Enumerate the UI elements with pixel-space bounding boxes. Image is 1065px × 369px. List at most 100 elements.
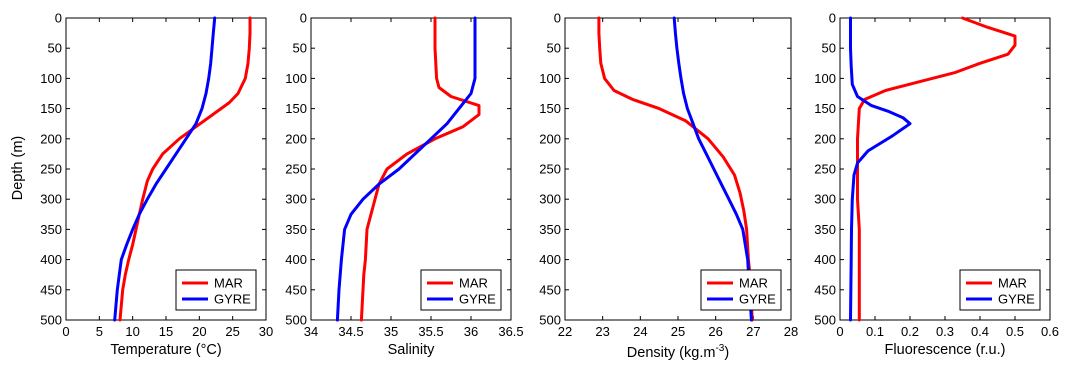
legend-box [175,269,257,311]
y-tick-label: 200 [814,131,836,146]
y-tick-label: 400 [814,252,836,267]
series-line-mar [359,16,481,322]
x-tick-label: 10 [125,324,139,339]
series-line-gyre [113,16,217,322]
y-tick-label: 300 [285,192,307,207]
y-tick-label: 250 [539,162,561,177]
y-tick-label: 300 [40,192,62,207]
x-tick-label: 34 [304,324,318,339]
y-tick-label: 500 [285,313,307,328]
legend-label-mar: MAR [998,276,1027,291]
legend-label-mar: MAR [214,276,243,291]
legend-label-mar: MAR [459,276,488,291]
x-tick-label: 25 [225,324,239,339]
x-tick-label: 34.5 [338,324,363,339]
y-tick-label: 50 [547,41,561,56]
x-axis-label: Density (kg.m-3) [627,343,729,361]
y-tick-label: 350 [285,222,307,237]
y-tick-label: 350 [814,222,836,237]
y-tick-label: 300 [814,192,836,207]
y-tick-label: 150 [814,101,836,116]
x-axis-label: Temperature (°C) [110,342,221,358]
y-tick-label: 100 [814,71,836,86]
y-tick-label: 250 [40,162,62,177]
legend-box [700,269,782,311]
x-tick-label: 25 [671,324,685,339]
y-tick-label: 200 [539,131,561,146]
x-tick-label: 27 [746,324,760,339]
x-tick-label: 0.3 [936,324,954,339]
y-tick-label: 500 [40,313,62,328]
x-tick-label: 20 [192,324,206,339]
x-tick-label: 30 [259,324,273,339]
x-tick-label: 35 [384,324,398,339]
x-tick-label: 0.1 [866,324,884,339]
series-line-mar [118,16,252,322]
y-tick-label: 200 [285,131,307,146]
x-tick-label: 15 [159,324,173,339]
x-tick-label: 0 [836,324,843,339]
x-tick-label: 36.5 [498,324,523,339]
legend-label-gyre: GYRE [214,292,251,307]
x-tick-label: 0.4 [971,324,989,339]
x-tick-label: 0 [62,324,69,339]
legend-box [959,269,1041,311]
y-tick-label: 50 [822,41,836,56]
x-tick-label: 0.5 [1006,324,1024,339]
x-tick-label: 0.6 [1041,324,1059,339]
x-tick-label: 22 [558,324,572,339]
y-tick-label: 50 [293,41,307,56]
y-tick-label: 450 [539,282,561,297]
legend-box [420,269,502,311]
x-tick-label: 0.2 [901,324,919,339]
y-tick-label: 200 [40,131,62,146]
y-tick-label: 150 [40,101,62,116]
x-tick-label: 5 [96,324,103,339]
legend-label-gyre: GYRE [459,292,496,307]
y-tick-label: 100 [285,71,307,86]
x-axis-label: Salinity [388,342,435,358]
y-tick-label: 350 [539,222,561,237]
x-tick-label: 36 [464,324,478,339]
x-tick-label: 35.5 [418,324,443,339]
y-tick-label: 500 [814,313,836,328]
x-tick-label: 26 [708,324,722,339]
y-tick-label: 0 [55,11,62,26]
x-tick-label: 24 [633,324,647,339]
y-tick-label: 400 [539,252,561,267]
y-tick-label: 400 [40,252,62,267]
y-tick-label: 150 [285,101,307,116]
legend-label-gyre: GYRE [739,292,776,307]
y-tick-label: 250 [285,162,307,177]
y-tick-label: 0 [554,11,561,26]
y-tick-label: 100 [40,71,62,86]
y-tick-label: 0 [829,11,836,26]
y-tick-label: 150 [539,101,561,116]
series-line-mar [856,16,1017,322]
series-line-gyre [335,16,477,322]
legend-label-gyre: GYRE [998,292,1035,307]
y-axis-label: Depth (m) [10,136,26,200]
y-tick-label: 0 [300,11,307,26]
x-tick-label: 28 [784,324,798,339]
y-tick-label: 100 [539,71,561,86]
y-tick-label: 500 [539,313,561,328]
y-tick-label: 450 [814,282,836,297]
series-line-gyre [672,16,753,322]
x-tick-label: 23 [595,324,609,339]
y-tick-label: 250 [814,162,836,177]
y-tick-label: 50 [48,41,62,56]
y-tick-label: 300 [539,192,561,207]
y-tick-label: 450 [285,282,307,297]
legend-label-mar: MAR [739,276,768,291]
y-tick-label: 400 [285,252,307,267]
